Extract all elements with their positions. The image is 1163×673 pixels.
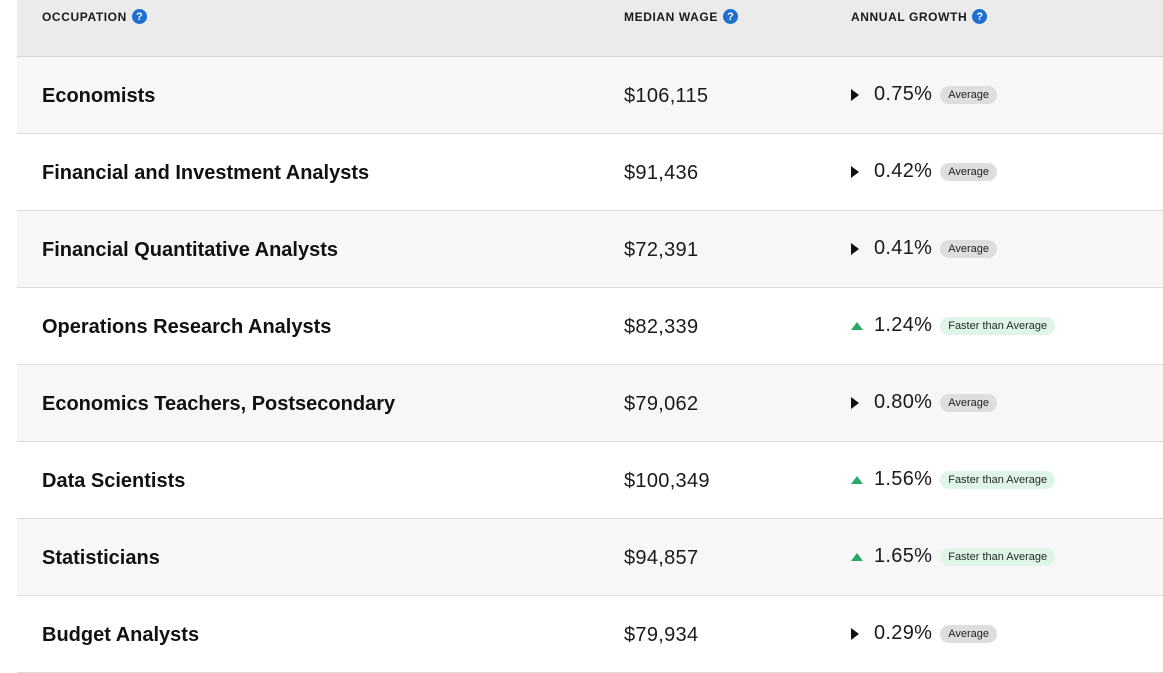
growth-badge: Average bbox=[940, 162, 997, 181]
header-occupation-label: OCCUPATION bbox=[42, 9, 127, 24]
occupation-name[interactable]: Economics Teachers, Postsecondary bbox=[42, 393, 396, 415]
header-occupation[interactable]: OCCUPATION ? bbox=[42, 9, 147, 24]
annual-growth-cell: 1.56% Faster than Average bbox=[851, 468, 1056, 491]
growth-badge: Faster than Average bbox=[940, 316, 1056, 335]
growth-badge: Average bbox=[940, 624, 997, 643]
annual-growth-cell: 0.42% Average bbox=[851, 160, 997, 183]
table-header: OCCUPATION ? MEDIAN WAGE ? ANNUAL GROWTH… bbox=[17, 0, 1163, 57]
growth-badge: Average bbox=[940, 85, 997, 104]
table-row[interactable]: Operations Research Analysts $82,339 1.24%… bbox=[17, 288, 1163, 365]
header-annual-growth-label: ANNUAL GROWTH bbox=[851, 9, 968, 24]
table-row[interactable]: Financial and Investment Analysts $91,436… bbox=[17, 134, 1163, 211]
annual-growth-cell: 0.80% Average bbox=[851, 391, 997, 414]
occupation-name[interactable]: Economists bbox=[42, 85, 156, 107]
table-row[interactable]: Statisticians $94,857 1.65% Faster than Ave… bbox=[17, 519, 1163, 596]
triangle-up-icon bbox=[851, 552, 863, 561]
annual-growth-cell: 1.65% Faster than Average bbox=[851, 545, 1056, 568]
growth-percent: 0.29% bbox=[874, 622, 933, 644]
header-annual-growth[interactable]: ANNUAL GROWTH ? bbox=[851, 9, 988, 24]
triangle-right-icon bbox=[851, 242, 859, 255]
growth-badge: Average bbox=[940, 239, 997, 258]
growth-percent: 0.41% bbox=[874, 237, 933, 259]
triangle-right-icon bbox=[851, 627, 859, 640]
growth-percent: 1.65% bbox=[874, 545, 933, 567]
table-row[interactable]: Financial Quantitative Analysts $72,391 0.… bbox=[17, 211, 1163, 288]
annual-growth-help-icon[interactable]: ? bbox=[972, 9, 988, 24]
triangle-right-icon bbox=[851, 88, 859, 101]
median-wage-value: $106,115 bbox=[624, 85, 709, 107]
median-wage-value: $79,934 bbox=[624, 624, 699, 646]
table-row[interactable]: Economics Teachers, Postsecondary $79,062… bbox=[17, 365, 1163, 442]
occupation-name[interactable]: Data Scientists bbox=[42, 470, 186, 492]
median-wage-value: $100,349 bbox=[624, 470, 710, 492]
median-wage-help-icon[interactable]: ? bbox=[722, 9, 738, 24]
annual-growth-cell: 0.75% Average bbox=[851, 83, 997, 106]
growth-percent: 1.56% bbox=[874, 468, 933, 490]
occupation-help-icon[interactable]: ? bbox=[131, 9, 147, 24]
growth-percent: 0.80% bbox=[874, 391, 933, 413]
triangle-right-icon bbox=[851, 165, 859, 178]
median-wage-value: $94,857 bbox=[624, 547, 699, 569]
header-median-wage[interactable]: MEDIAN WAGE ? bbox=[624, 9, 738, 24]
table-row[interactable]: Data Scientists $100,349 1.56% Faster than … bbox=[17, 442, 1163, 519]
table-body: Economists $106,115 0.75% Average Financial … bbox=[17, 57, 1163, 673]
occupation-name[interactable]: Financial Quantitative Analysts bbox=[42, 239, 339, 261]
header-median-wage-label: MEDIAN WAGE bbox=[624, 9, 718, 24]
triangle-up-icon bbox=[851, 475, 863, 484]
growth-percent: 0.75% bbox=[874, 83, 933, 105]
growth-badge: Average bbox=[940, 393, 997, 412]
growth-badge: Faster than Average bbox=[940, 547, 1056, 566]
triangle-right-icon bbox=[851, 396, 859, 409]
triangle-up-icon bbox=[851, 321, 863, 330]
occupation-name[interactable]: Operations Research Analysts bbox=[42, 316, 332, 338]
occupation-name[interactable]: Financial and Investment Analysts bbox=[42, 162, 370, 184]
median-wage-value: $91,436 bbox=[624, 162, 699, 184]
growth-percent: 1.24% bbox=[874, 314, 933, 336]
occupation-name[interactable]: Budget Analysts bbox=[42, 624, 200, 646]
table-row[interactable]: Economists $106,115 0.75% Average bbox=[17, 57, 1163, 134]
table-row[interactable]: Budget Analysts $79,934 0.29% Average bbox=[17, 596, 1163, 673]
annual-growth-cell: 0.41% Average bbox=[851, 237, 997, 260]
median-wage-value: $72,391 bbox=[624, 239, 699, 261]
annual-growth-cell: 1.24% Faster than Average bbox=[851, 314, 1056, 337]
growth-percent: 0.42% bbox=[874, 160, 933, 182]
occupation-table: OCCUPATION ? MEDIAN WAGE ? ANNUAL GROWTH… bbox=[17, 0, 1163, 673]
median-wage-value: $82,339 bbox=[624, 316, 699, 338]
annual-growth-cell: 0.29% Average bbox=[851, 622, 997, 645]
occupation-name[interactable]: Statisticians bbox=[42, 547, 160, 569]
growth-badge: Faster than Average bbox=[940, 470, 1056, 489]
median-wage-value: $79,062 bbox=[624, 393, 699, 415]
